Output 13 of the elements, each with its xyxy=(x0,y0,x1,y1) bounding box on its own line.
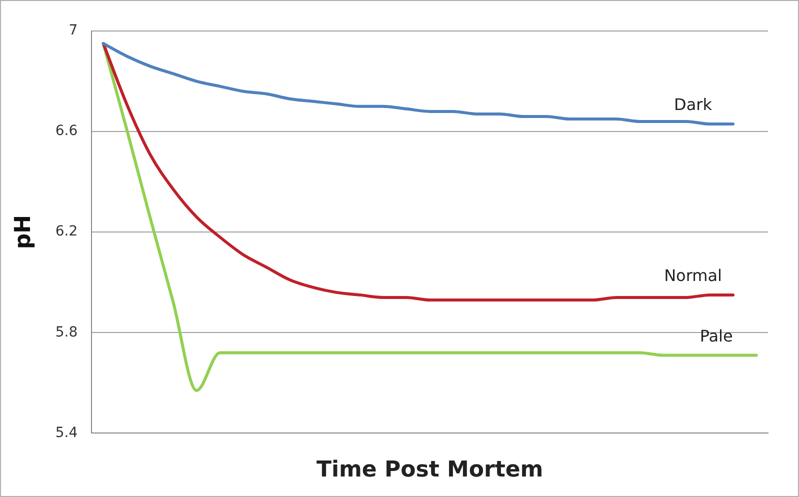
line-series xyxy=(102,42,735,126)
y-tick-label: 7 xyxy=(68,22,78,39)
series-label: Dark xyxy=(674,95,713,114)
y-axis-title: pH xyxy=(10,215,36,250)
series-label: Pale xyxy=(700,326,733,346)
line-series xyxy=(102,42,758,392)
y-tick-label: 6.6 xyxy=(55,123,78,140)
y-tick-label: 5.8 xyxy=(55,324,78,340)
y-tick-label: 6.2 xyxy=(55,224,78,240)
series-label: Normal xyxy=(664,266,722,286)
line-series xyxy=(102,42,735,302)
x-axis-title: Time Post Mortem xyxy=(316,458,544,483)
y-tick-label: 5.4 xyxy=(55,424,78,441)
